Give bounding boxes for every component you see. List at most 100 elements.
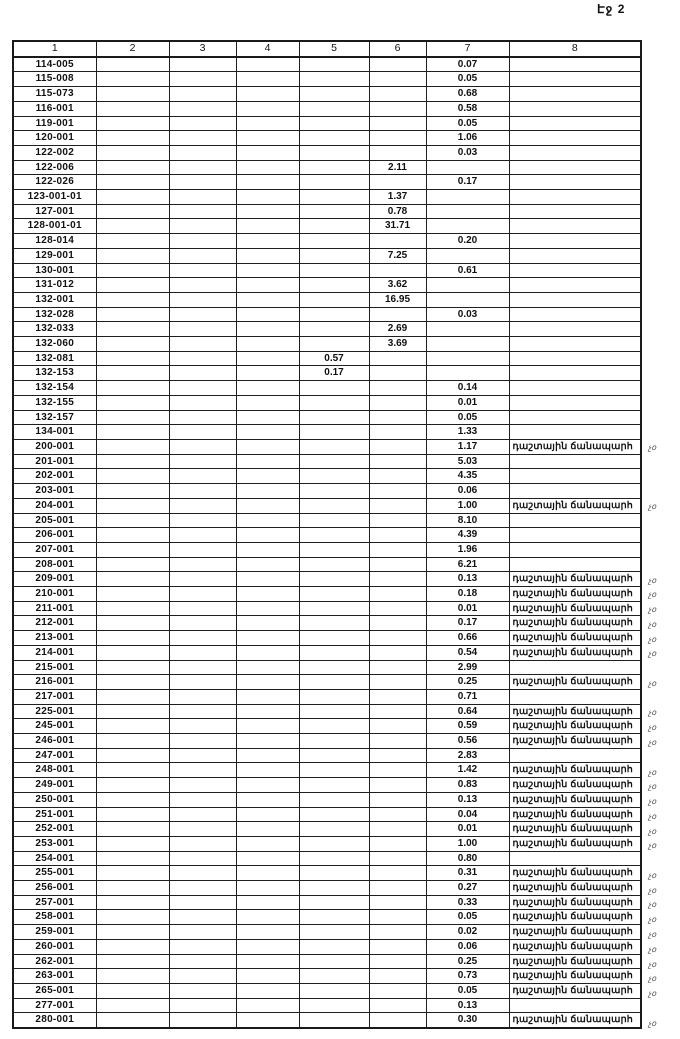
row-code-cell: 213-001 — [12, 630, 97, 646]
row-code-cell: 119-001 — [12, 115, 97, 132]
note-cell: դաշտային ճանապարհ — [508, 644, 642, 661]
row-code-cell: 134-001 — [12, 424, 97, 440]
margin-annotation: չօ — [648, 900, 657, 910]
cell-col5 — [298, 983, 370, 999]
table-row: 216-001 0.25 դաշտային ճանապարհ — [12, 674, 642, 690]
cell-col2 — [95, 909, 170, 926]
cell-col4 — [235, 674, 300, 690]
cell-col7: 0.17 — [425, 174, 510, 191]
cell-col5 — [298, 600, 370, 617]
cell-col4 — [235, 659, 300, 676]
cell-col7 — [425, 203, 510, 220]
note-cell — [508, 556, 642, 573]
cell-col6 — [368, 115, 427, 132]
note-cell — [508, 527, 642, 543]
cell-col2 — [95, 600, 170, 617]
cell-col5 — [298, 615, 370, 632]
cell-col4 — [235, 571, 300, 588]
cell-col3 — [168, 894, 237, 911]
row-code-cell: 251-001 — [12, 806, 97, 823]
cell-col2 — [95, 865, 170, 882]
margin-annotation: չօ — [648, 797, 657, 807]
cell-col6 — [368, 306, 427, 323]
margin-annotation — [648, 204, 678, 219]
cell-col7: 0.68 — [425, 86, 510, 102]
margin-annotation: չօ — [648, 915, 657, 925]
cell-col7: 0.05 — [425, 409, 510, 426]
cell-col2 — [95, 674, 170, 690]
cell-col3 — [168, 674, 237, 690]
cell-col2 — [95, 527, 170, 543]
row-code-cell: 128-001-01 — [12, 218, 97, 235]
cell-col2 — [95, 938, 170, 955]
column-header-3: 3 — [168, 40, 237, 58]
row-code-cell: 209-001 — [12, 571, 97, 588]
row-code-cell: 130-001 — [12, 262, 97, 279]
cell-col6: 0.78 — [368, 203, 427, 220]
table-row: 114-005 0.07 — [12, 56, 642, 73]
column-header-1: 1 — [12, 40, 97, 58]
cell-col6 — [368, 571, 427, 588]
table-row: 225-001 0.64 դաշտային ճանապարհ — [12, 703, 642, 720]
cell-col4 — [235, 56, 300, 73]
cell-col4 — [235, 321, 300, 338]
table-row: 251-001 0.04 դաշտային ճանապարհ — [12, 806, 642, 823]
note-cell — [508, 850, 642, 867]
margin-annotation: չօ — [648, 649, 657, 659]
margin-annotation — [648, 160, 678, 175]
cell-col3 — [168, 497, 237, 514]
row-code-cell: 214-001 — [12, 644, 97, 661]
margin-annotation — [648, 529, 678, 544]
cell-col6: 7.25 — [368, 247, 427, 264]
cell-col5 — [298, 747, 370, 764]
table-row: 257-001 0.33 դաշտային ճանապարհ — [12, 894, 642, 911]
cell-col5 — [298, 586, 370, 602]
cell-col7: 0.61 — [425, 262, 510, 279]
cell-col5 — [298, 203, 370, 220]
cell-col6 — [368, 615, 427, 632]
row-code-cell: 245-001 — [12, 718, 97, 735]
cell-col5 — [298, 674, 370, 690]
cell-col5 — [298, 894, 370, 911]
cell-col7: 0.59 — [425, 718, 510, 735]
note-cell: դաշտային ճանապարհ — [508, 703, 642, 720]
table-row: 208-001 6.21 — [12, 556, 642, 573]
cell-col7: 0.58 — [425, 100, 510, 117]
cell-col7: 6.21 — [425, 556, 510, 573]
cell-col3 — [168, 953, 237, 970]
note-cell: դաշտային ճանապարհ — [508, 674, 642, 690]
cell-col5 — [298, 968, 370, 984]
cell-col3 — [168, 350, 237, 367]
margin-annotation — [648, 264, 678, 279]
cell-col3 — [168, 174, 237, 191]
data-table: 1 2 3 4 5 6 7 8 114-005 0.07 115-008 0.05 11… — [12, 40, 642, 1030]
cell-col5 — [298, 144, 370, 161]
cell-col2 — [95, 56, 170, 73]
cell-col4 — [235, 791, 300, 808]
cell-col5 — [298, 791, 370, 808]
margin-annotation — [648, 86, 678, 101]
cell-col2 — [95, 615, 170, 632]
cell-col4 — [235, 541, 300, 558]
cell-col2 — [95, 924, 170, 940]
margin-annotation: չօ — [648, 811, 657, 821]
row-code-cell: 248-001 — [12, 762, 97, 779]
table-row: 256-001 0.27 դաշտային ճանապարհ — [12, 880, 642, 896]
table-row: 132-155 0.01 — [12, 394, 642, 411]
cell-col5 — [298, 336, 370, 352]
cell-col6 — [368, 600, 427, 617]
margin-annotation: չօ — [648, 634, 657, 644]
cell-col4 — [235, 821, 300, 837]
table-row: 130-001 0.61 — [12, 262, 642, 279]
table-row: 247-001 2.83 — [12, 747, 642, 764]
cell-col7: 4.35 — [425, 468, 510, 485]
cell-col5 — [298, 174, 370, 191]
note-cell — [508, 512, 642, 529]
table-row: 127-001 0.78 — [12, 203, 642, 220]
cell-col4 — [235, 424, 300, 440]
cell-col3 — [168, 277, 237, 293]
row-code-cell: 215-001 — [12, 659, 97, 676]
cell-col3 — [168, 644, 237, 661]
margin-annotation: չօ — [648, 989, 657, 999]
cell-col2 — [95, 438, 170, 455]
